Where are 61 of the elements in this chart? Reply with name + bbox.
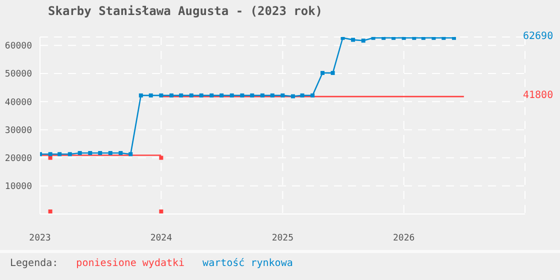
point xyxy=(240,93,244,98)
point xyxy=(421,37,426,40)
point xyxy=(432,37,436,40)
point xyxy=(340,37,345,40)
point xyxy=(199,93,204,98)
point xyxy=(412,37,416,40)
point xyxy=(452,37,456,40)
text: wartość rynkowa xyxy=(202,258,293,269)
point xyxy=(189,93,194,98)
point xyxy=(169,93,174,98)
point xyxy=(270,93,274,98)
point xyxy=(300,93,304,98)
point xyxy=(159,156,164,160)
x-tick-label: 2024 xyxy=(150,233,172,244)
point xyxy=(98,151,102,156)
point xyxy=(159,93,164,98)
point xyxy=(402,37,406,40)
annotation: 62690 xyxy=(523,30,554,42)
point xyxy=(58,152,62,156)
point xyxy=(280,93,285,98)
point xyxy=(330,70,335,75)
point xyxy=(260,93,264,98)
y-tick-label: 40000 xyxy=(4,98,32,108)
y-tick-label: 50000 xyxy=(4,70,32,80)
point xyxy=(88,151,92,156)
point xyxy=(68,152,72,156)
point xyxy=(320,70,324,75)
x-tick-label: 2025 xyxy=(272,233,294,244)
point xyxy=(179,93,184,98)
y-tick-label: 60000 xyxy=(4,42,32,52)
point xyxy=(48,156,52,160)
y-tick-label: 30000 xyxy=(4,126,32,136)
x-tick-label: 2023 xyxy=(29,233,51,244)
point xyxy=(48,209,52,214)
point xyxy=(48,152,52,156)
point xyxy=(108,151,112,156)
y-tick-label: 20000 xyxy=(4,154,32,164)
point xyxy=(230,93,234,98)
legend-title: Legenda: xyxy=(10,258,58,269)
point xyxy=(220,93,224,98)
point xyxy=(442,37,446,40)
point xyxy=(290,94,295,98)
annotation: 41800 xyxy=(523,90,554,101)
point xyxy=(392,37,396,40)
point xyxy=(351,38,356,42)
point xyxy=(382,37,386,40)
point xyxy=(361,38,366,43)
text: poniesione wydatki xyxy=(76,258,185,269)
y-tick-label: 10000 xyxy=(4,182,32,192)
point xyxy=(210,93,214,98)
point xyxy=(128,152,133,156)
point xyxy=(118,151,123,156)
point xyxy=(310,93,315,98)
point xyxy=(148,93,153,98)
point xyxy=(78,151,82,156)
x-tick-label: 2026 xyxy=(392,233,415,244)
point xyxy=(138,93,143,98)
chart-title: Skarby Stanisława Augusta - (2023 rok) xyxy=(48,4,323,18)
point xyxy=(371,37,376,40)
point xyxy=(250,93,254,98)
point xyxy=(159,209,164,214)
